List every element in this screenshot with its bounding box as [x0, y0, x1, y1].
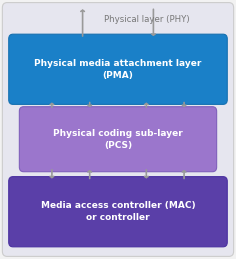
Text: Physical layer (PHY): Physical layer (PHY)	[104, 15, 189, 24]
FancyBboxPatch shape	[9, 34, 227, 104]
Text: Physical coding sub-layer
(PCS): Physical coding sub-layer (PCS)	[53, 129, 183, 150]
Text: Media access controller (MAC)
or controller: Media access controller (MAC) or control…	[41, 201, 195, 222]
FancyBboxPatch shape	[2, 3, 234, 256]
Text: Physical media attachment layer
(PMA): Physical media attachment layer (PMA)	[34, 59, 202, 80]
FancyBboxPatch shape	[9, 177, 227, 247]
FancyBboxPatch shape	[19, 107, 217, 172]
